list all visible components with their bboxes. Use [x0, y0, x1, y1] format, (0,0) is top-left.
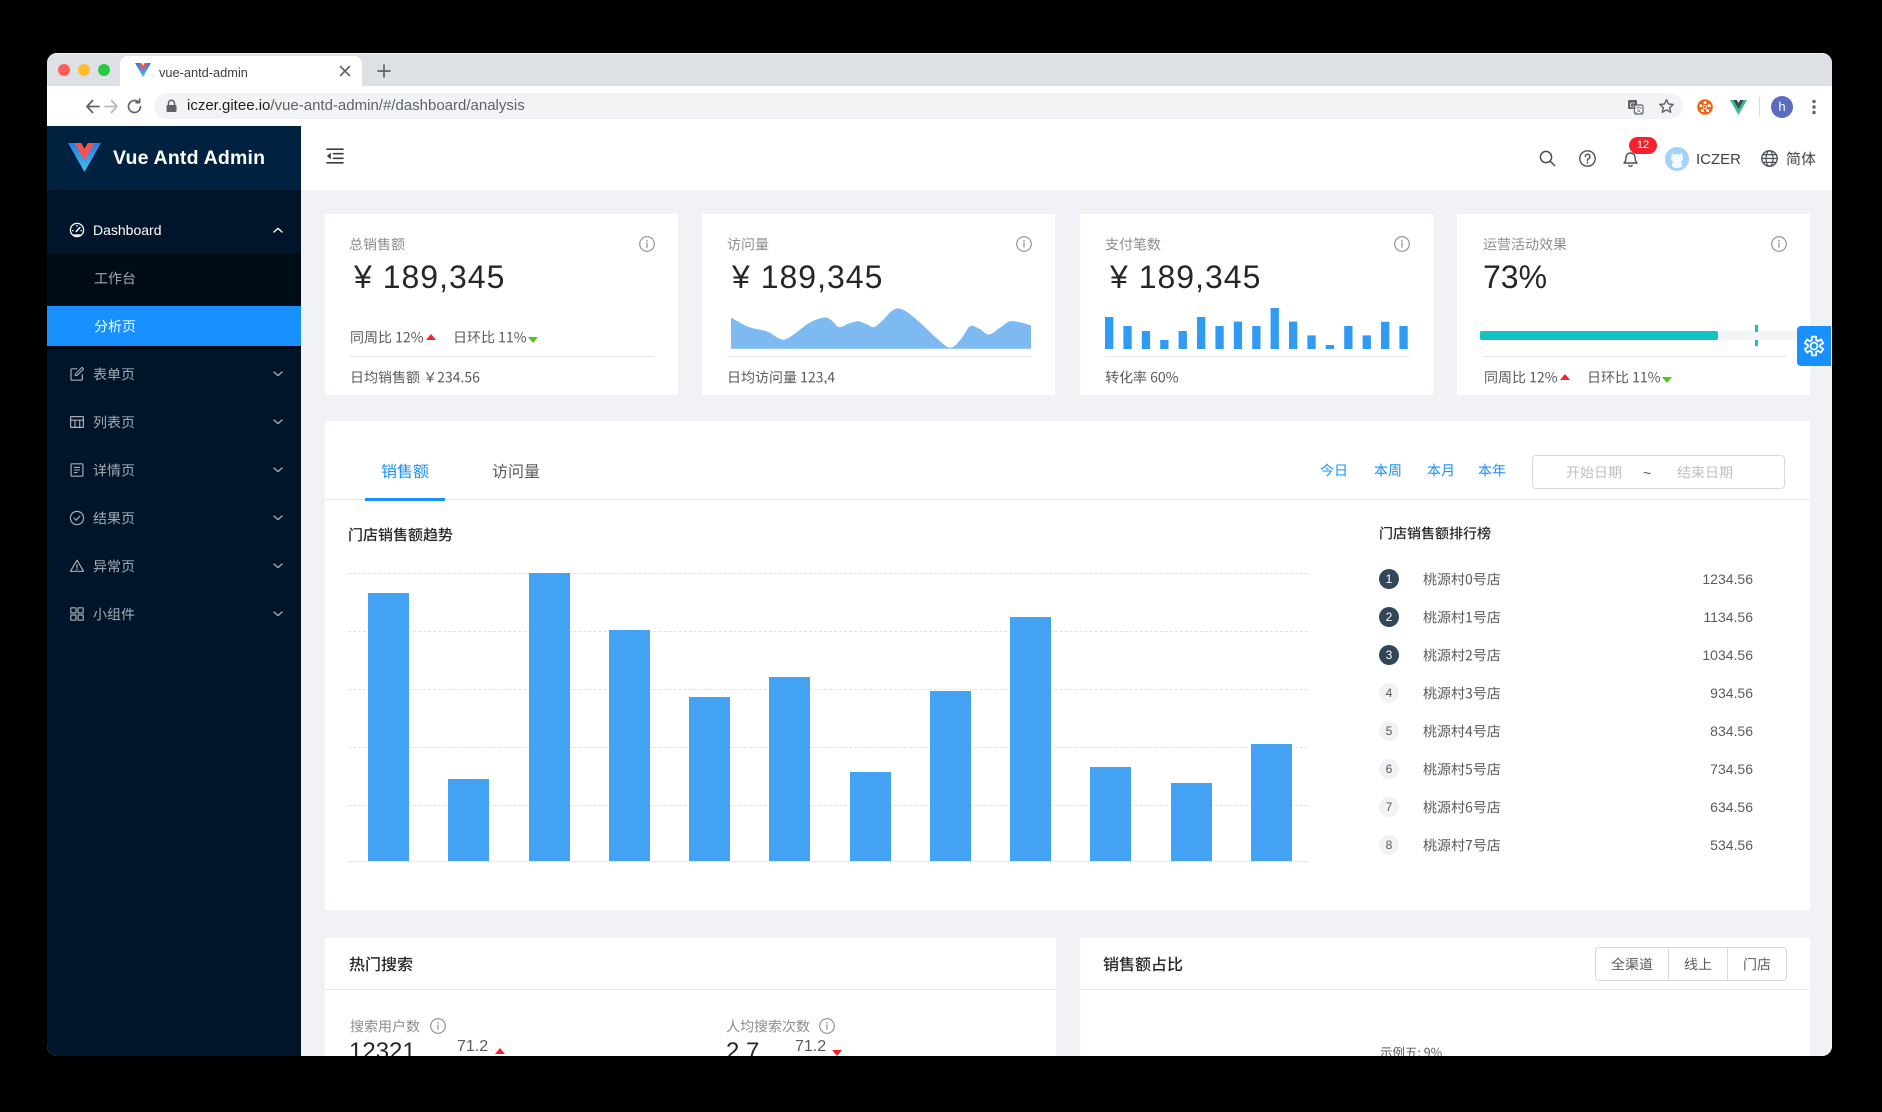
svg-text:G: G — [1630, 100, 1636, 109]
svg-text:文: 文 — [1635, 105, 1642, 114]
